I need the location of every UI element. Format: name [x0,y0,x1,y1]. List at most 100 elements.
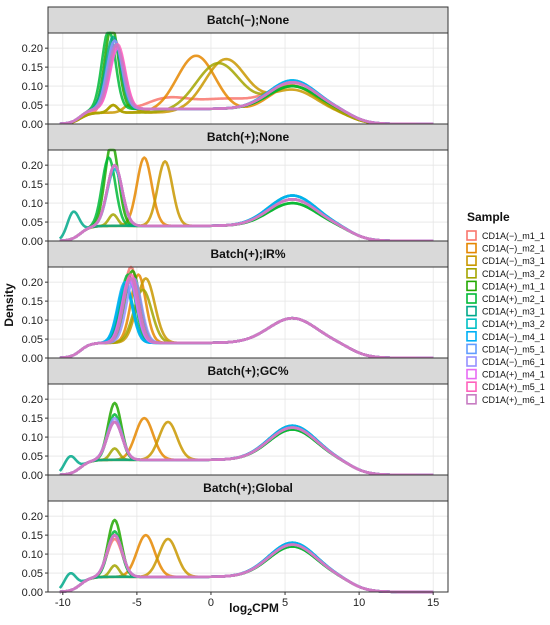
facet-strip-title: Batch(+);None [207,130,290,144]
legend-key [466,293,477,304]
legend-key [466,343,477,355]
facet-strip [47,357,449,385]
legend-item: CD1A(+)_m5_1 [466,381,545,393]
x-tick-label: -5 [132,597,142,609]
y-tick-label: 0.00 [22,119,43,131]
legend-key [466,280,477,292]
facet-panel: Batch(+);IR% 0.00 0.05 0.10 0.15 0.20 [22,240,449,365]
facet-panel: Batch(−);None 0.00 0.05 0.10 0.15 0.20 [22,6,449,131]
y-tick-label: 0.05 [22,451,43,463]
y-tick-label: 0.15 [22,296,43,308]
facet-strip-title: Batch(+);IR% [210,247,285,261]
facet-strip-title: Batch(−);None [207,13,290,27]
legend-label: CD1A(−)_m6_1 [482,357,545,367]
legend-item: CD1A(−)_m2_1 [466,242,545,254]
density-line [59,420,434,477]
y-tick-label: 0.00 [22,236,43,248]
y-tick-label: 0.00 [22,353,43,365]
y-tick-label: 0.15 [22,179,43,191]
y-tick-label: 0.20 [22,160,43,172]
x-axis-title-subscript: 2 [247,607,252,617]
legend-item: CD1A(−)_m3_2 [466,267,545,279]
legend-label: CD1A(−)_m3_1 [482,256,545,266]
facet-strip-title: Batch(+);Global [203,481,293,495]
x-tick-label: 15 [427,597,439,609]
facet-strip [47,474,449,502]
y-tick-label: 0.10 [22,198,43,210]
legend-title: Sample [467,210,510,224]
legend-label: CD1A(−)_m2_1 [482,244,545,254]
x-tick-label: 0 [208,597,214,609]
legend-key [466,356,477,367]
density-lines [59,31,434,126]
y-tick-label: 0.10 [22,549,43,561]
legend-item: CD1A(+)_m3_1 [466,305,545,317]
legend-key [466,305,477,317]
legend-label: CD1A(+)_m1_1 [482,281,545,291]
density-line [59,163,434,243]
x-tick-label: 10 [353,597,365,609]
y-tick-label: 0.10 [22,81,43,93]
y-tick-label: 0.05 [22,217,43,229]
y-tick-label: 0.05 [22,334,43,346]
legend-item: CD1A(−)_m5_1 [466,343,545,355]
legend-label: CD1A(+)_m5_1 [482,382,545,392]
x-axis-title-suffix: CPM [252,601,279,615]
legend-key [466,381,477,393]
density-line [59,277,434,360]
legend-item: CD1A(+)_m6_1 [466,393,545,405]
legend-item: CD1A(+)_m1_1 [466,280,545,292]
x-axis-title-base: log [229,601,247,615]
legend-label: CD1A(−)_m3_2 [482,269,545,279]
y-axis-title: Density [2,283,16,327]
legend-item: CD1A(−)_m6_1 [466,356,545,367]
legend-item: CD1A(+)_m2_1 [466,293,545,304]
plot-frame [47,500,449,593]
y-tick-label: 0.10 [22,315,43,327]
legend-key [466,267,477,279]
density-line [59,43,434,126]
y-tick-label: 0.05 [22,100,43,112]
legend-label: CD1A(+)_m6_1 [482,395,545,405]
legend-item: CD1A(−)_m4_1 [466,330,545,342]
legend-item: CD1A(+)_m3_2 [466,318,545,329]
y-tick-label: 0.00 [22,587,43,599]
legend-key [466,255,477,267]
y-tick-label: 0.15 [22,530,43,542]
y-tick-label: 0.00 [22,470,43,482]
plot-area [47,149,449,242]
x-axis-title: log2CPM [229,601,279,617]
legend-label: CD1A(+)_m2_1 [482,294,545,304]
legend-label: CD1A(+)_m3_1 [482,307,545,317]
density-lines [58,401,434,477]
y-tick-label: 0.20 [22,43,43,55]
plot-area [47,266,449,359]
legend-item: CD1A(+)_m4_1 [466,368,545,380]
y-tick-label: 0.20 [22,511,43,523]
legend-label: CD1A(−)_m5_1 [482,344,545,354]
y-tick-label: 0.20 [22,277,43,289]
facet-strip-title: Batch(+);GC% [207,364,288,378]
density-lines [58,148,434,243]
legend-label: CD1A(−)_m1_1 [482,231,545,241]
legend-key [466,230,477,241]
legend-key [466,368,477,380]
y-tick-label: 0.15 [22,413,43,425]
facet-panel: Batch(+);Global 0.00 0.05 0.10 0.15 0.20 [22,474,449,599]
facet-strip [47,123,449,151]
x-tick-label: -10 [55,597,71,609]
legend-key [466,393,477,405]
y-tick-label: 0.05 [22,568,43,580]
legend-label: CD1A(+)_m3_2 [482,319,545,329]
legend: Sample CD1A(−)_m1_1 CD1A(−)_m2_1 CD1A(−)_m… [466,210,545,405]
facet-panel: Batch(+);GC% 0.00 0.05 0.10 0.15 0.20 [22,357,449,482]
legend-item: CD1A(−)_m1_1 [466,230,545,241]
legend-label: CD1A(−)_m4_1 [482,332,545,342]
x-tick-label: 5 [282,597,288,609]
facet-strip [47,240,449,268]
legend-key [466,242,477,254]
density-lines [59,265,434,360]
facet-strip [47,6,449,34]
x-axis: -10 -5 0 5 10 15 [55,592,439,609]
